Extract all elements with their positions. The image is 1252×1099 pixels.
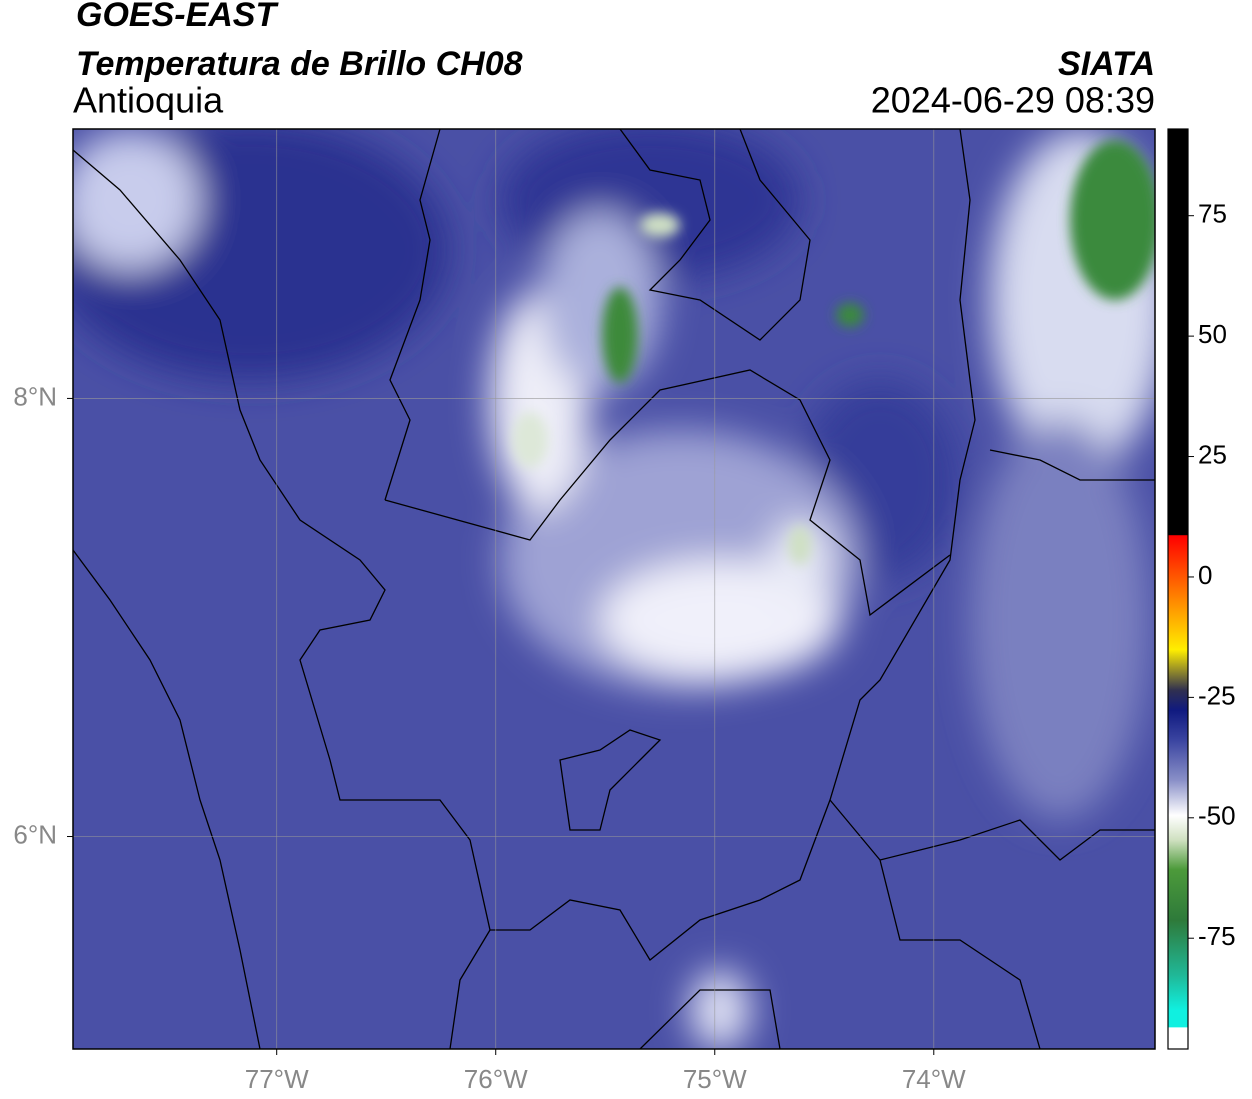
x-tick-label: 74°W <box>902 1064 966 1094</box>
map-frame <box>72 128 1156 1050</box>
region: Antioquia <box>73 80 224 121</box>
grid <box>73 129 1155 1049</box>
x-tick-label: 77°W <box>245 1064 309 1094</box>
subtitle: Temperatura de Brillo CH08 <box>76 45 523 83</box>
colorbar-tick-label: 50 <box>1198 319 1227 349</box>
y-tick-label: 6°N <box>13 819 57 849</box>
map-image <box>73 129 1155 1049</box>
colorbar-tick-label: 75 <box>1198 199 1227 229</box>
title: GOES-EAST <box>76 0 279 34</box>
y-tick-label: 8°N <box>13 381 57 411</box>
colorbar <box>1167 128 1189 1050</box>
x-tick-label: 76°W <box>464 1064 528 1094</box>
x-tick-label: 75°W <box>683 1064 747 1094</box>
colorbar-tick-label: 25 <box>1198 439 1227 469</box>
colorbar-tick-label: -50 <box>1198 801 1236 831</box>
colorbar-tick-label: 0 <box>1198 560 1212 590</box>
colorbar-tick-label: -75 <box>1198 921 1236 951</box>
source: SIATA <box>1058 45 1155 83</box>
datetime: 2024-06-29 08:39 <box>871 80 1155 121</box>
colorbar-tick-label: -25 <box>1198 680 1236 710</box>
